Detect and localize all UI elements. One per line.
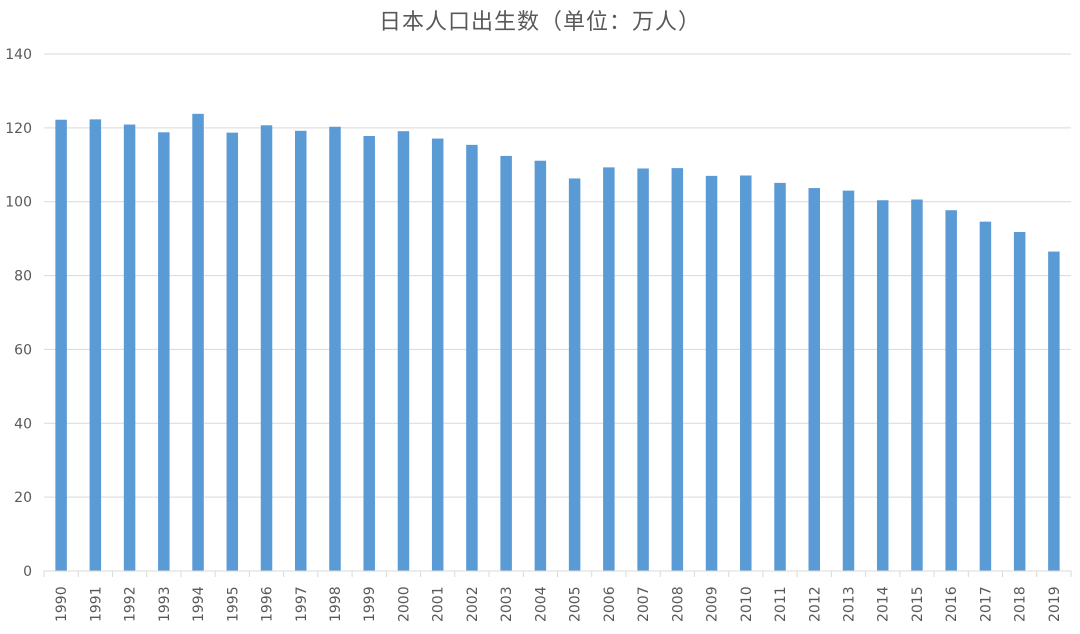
y-tick-label: 120 <box>5 121 32 137</box>
bar <box>534 160 547 571</box>
x-tick-label: 2019 <box>1047 586 1063 622</box>
x-tick-label: 1997 <box>294 586 310 622</box>
x-tick-label: 2003 <box>499 586 515 622</box>
bar <box>123 124 136 571</box>
bar <box>876 200 889 572</box>
x-tick-label: 2007 <box>636 586 652 622</box>
y-tick-label: 60 <box>14 342 32 358</box>
bar <box>808 188 820 571</box>
bar <box>329 126 341 572</box>
bar <box>295 130 307 571</box>
bar <box>1013 231 1026 571</box>
bar <box>1048 251 1060 571</box>
bar <box>945 210 957 571</box>
x-tick-label: 2004 <box>533 586 549 622</box>
x-tick-label: 2000 <box>396 586 412 622</box>
bar <box>774 182 786 571</box>
bar <box>192 113 204 572</box>
bar <box>260 125 273 571</box>
x-tick-label: 2009 <box>705 586 721 622</box>
bar <box>158 132 170 571</box>
gridlines <box>44 53 1071 498</box>
x-tick-label: 2018 <box>1013 586 1029 622</box>
y-tick-label: 100 <box>5 195 32 211</box>
x-tick-label: 1998 <box>328 586 344 622</box>
bar <box>705 175 718 571</box>
x-tick-label: 2012 <box>807 586 823 622</box>
x-tick-label: 2002 <box>465 586 481 622</box>
y-tick-label: 80 <box>14 269 32 285</box>
x-tick-label: 1995 <box>225 586 241 622</box>
bar <box>911 199 923 571</box>
bar <box>979 221 992 572</box>
x-tick-label: 2001 <box>431 586 447 622</box>
x-tick-label: 1992 <box>123 586 139 622</box>
y-tick-label: 20 <box>14 490 32 506</box>
x-tick-label: 2010 <box>739 586 755 622</box>
bar <box>226 132 239 572</box>
bar <box>603 167 615 571</box>
bar <box>842 190 855 571</box>
chart-title: 日本人口出生数（单位：万人） <box>378 10 701 35</box>
x-tick-label: 1999 <box>362 586 378 622</box>
bar <box>363 135 375 571</box>
x-tick-label: 2014 <box>876 586 892 622</box>
bar <box>466 144 478 571</box>
bar <box>431 138 444 572</box>
x-tick-label: 1991 <box>88 586 104 622</box>
bar <box>740 175 752 571</box>
x-tick-label: 2011 <box>773 586 789 622</box>
y-tick-label: 140 <box>5 47 32 63</box>
x-tick-label: 2006 <box>602 586 618 622</box>
x-tick-label: 2015 <box>910 586 926 622</box>
x-tick-label: 1990 <box>54 586 70 622</box>
x-tick-label: 1994 <box>191 586 207 622</box>
x-tick-label: 2017 <box>978 586 994 622</box>
x-tick-label: 2008 <box>670 586 686 622</box>
bars <box>55 113 1060 572</box>
y-tick-label: 0 <box>23 564 32 580</box>
bar <box>568 178 581 571</box>
bar <box>89 119 102 571</box>
bar <box>55 119 67 572</box>
bar <box>500 155 512 571</box>
y-tick-label: 40 <box>14 416 32 432</box>
bar <box>637 168 649 571</box>
x-tick-label: 2016 <box>944 586 960 622</box>
x-tick-label: 1996 <box>260 586 276 622</box>
x-tick-label: 2013 <box>841 586 857 622</box>
x-tick-label: 2005 <box>568 586 584 622</box>
axes: 0 20 40 60 80 100 120 140 1990 1991 1992 1993 1994 19… <box>5 47 1072 622</box>
bar <box>397 131 410 571</box>
bar <box>671 168 684 571</box>
x-tick-label: 1993 <box>157 586 173 622</box>
